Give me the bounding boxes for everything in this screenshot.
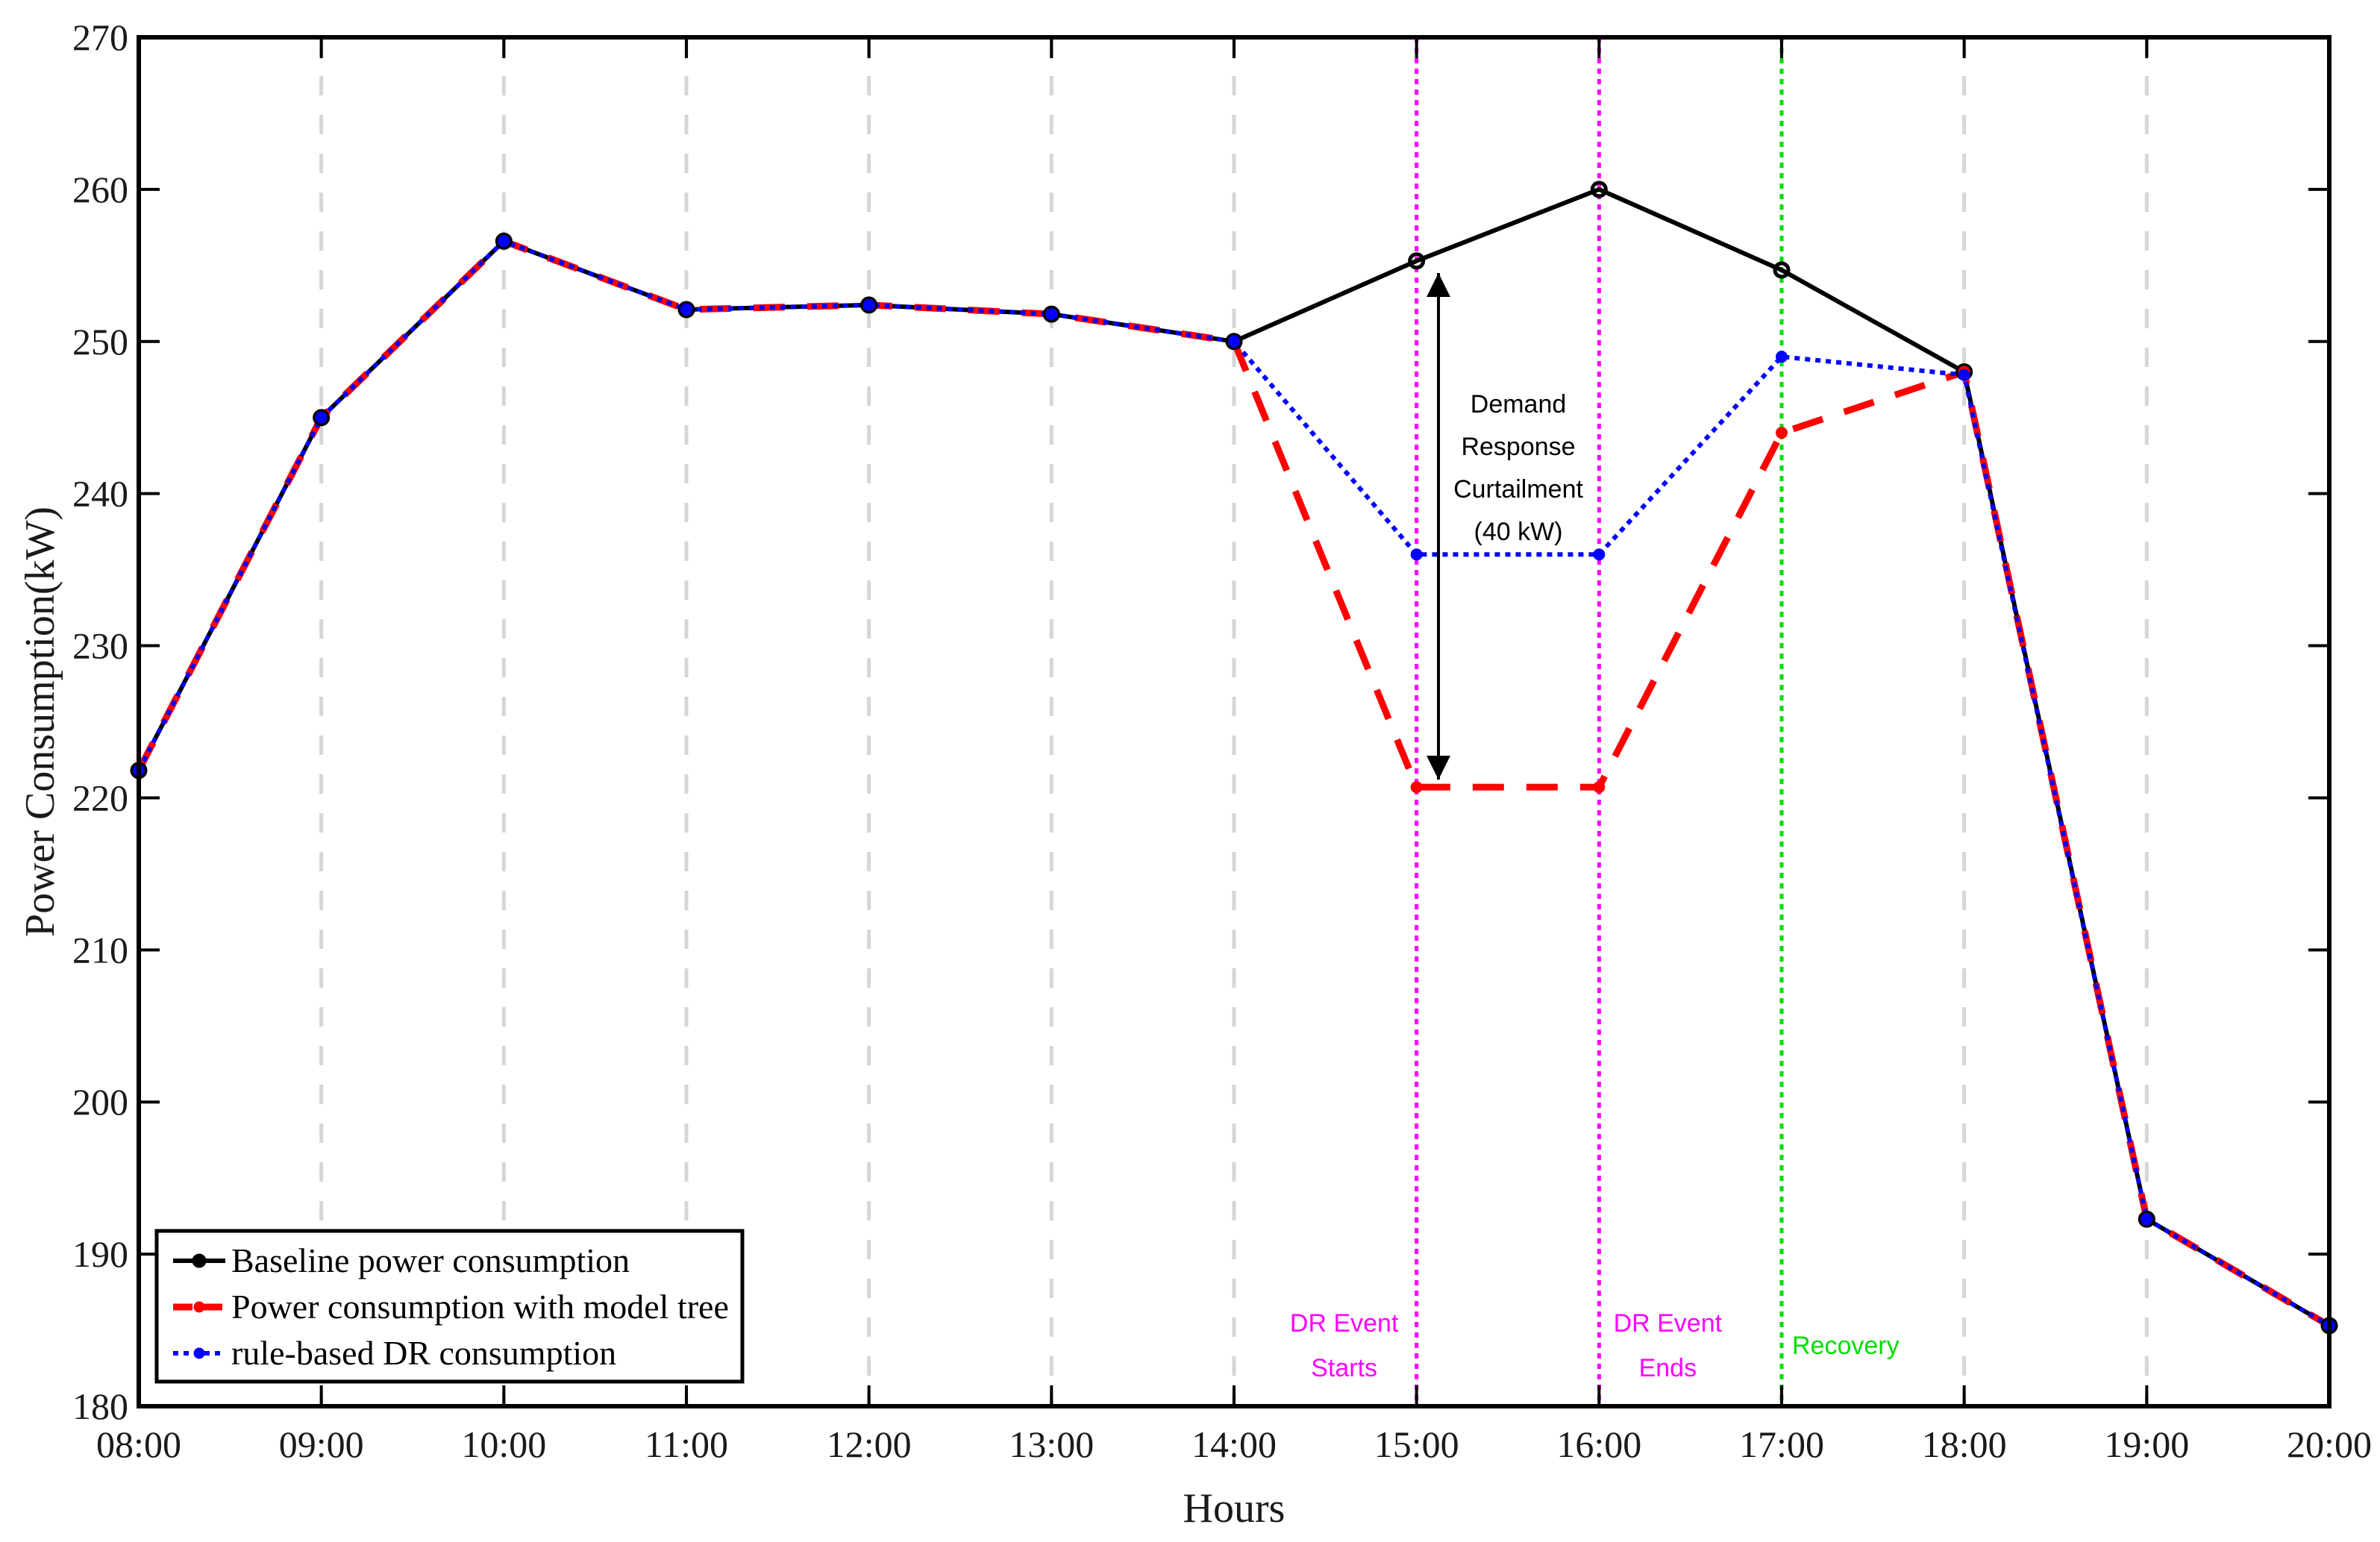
point-baseline-10:00 bbox=[495, 232, 513, 250]
x-tick-label-11:00: 11:00 bbox=[645, 1423, 728, 1465]
point-rule-based-19:00 bbox=[2141, 1213, 2153, 1226]
point-baseline-17:00 bbox=[1773, 261, 1791, 279]
axes-frame bbox=[137, 35, 2332, 1408]
x-tick-label-20:00: 20:00 bbox=[2287, 1423, 2372, 1465]
point-baseline-12:00 bbox=[860, 296, 878, 314]
x-axis-title: Hours bbox=[1183, 1485, 1285, 1532]
legend-box bbox=[154, 1229, 745, 1384]
y-tick-label-270: 270 bbox=[72, 16, 128, 58]
point-baseline-13:00 bbox=[1042, 305, 1060, 323]
event-label-0-line-0: DR Event bbox=[1290, 1309, 1399, 1338]
y-axis-title: Power Consumption(kW) bbox=[17, 507, 63, 937]
point-model-tree-17:00 bbox=[1776, 427, 1788, 439]
y-tick-label-190: 190 bbox=[72, 1233, 128, 1275]
x-tick-label-17:00: 17:00 bbox=[1739, 1423, 1824, 1465]
x-tick-label-12:00: 12:00 bbox=[827, 1423, 912, 1465]
point-rule-based-09:00 bbox=[315, 411, 328, 424]
point-rule-based-14:00 bbox=[1228, 335, 1240, 348]
legend-label-1: Power consumption with model tree bbox=[231, 1288, 729, 1326]
point-rule-based-11:00 bbox=[680, 303, 692, 316]
point-baseline-09:00 bbox=[313, 409, 331, 427]
legend-marker-2 bbox=[193, 1347, 205, 1359]
x-tick-label-13:00: 13:00 bbox=[1009, 1423, 1094, 1465]
x-tick-label-15:00: 15:00 bbox=[1374, 1423, 1459, 1465]
x-tick-label-14:00: 14:00 bbox=[1191, 1423, 1277, 1465]
point-rule-based-16:00 bbox=[1593, 548, 1606, 561]
point-rule-based-12:00 bbox=[862, 298, 875, 311]
curtailment-label-line-0: Demand bbox=[1471, 390, 1567, 419]
curtailment-label-line-2: Curtailment bbox=[1453, 475, 1583, 504]
event-label-1-line-0: DR Event bbox=[1614, 1309, 1723, 1338]
y-tick-label-180: 180 bbox=[72, 1385, 128, 1427]
point-rule-based-13:00 bbox=[1045, 308, 1058, 321]
y-tick-label-260: 260 bbox=[72, 169, 128, 210]
point-rule-based-15:00 bbox=[1410, 548, 1423, 561]
x-tick-label-10:00: 10:00 bbox=[461, 1423, 546, 1465]
point-model-tree-16:00 bbox=[1593, 781, 1606, 794]
legend-label-0: Baseline power consumption bbox=[231, 1241, 630, 1279]
event-label-2-line-0: Recovery bbox=[1792, 1332, 1900, 1360]
point-baseline-15:00 bbox=[1408, 252, 1426, 270]
legend-label-2: rule-based DR consumption bbox=[231, 1334, 616, 1372]
curtailment-label-line-3: (40 kW) bbox=[1474, 518, 1563, 546]
y-tick-label-210: 210 bbox=[72, 929, 128, 971]
y-tick-label-250: 250 bbox=[72, 321, 128, 363]
x-tick-label-08:00: 08:00 bbox=[96, 1423, 181, 1465]
legend-marker-0 bbox=[192, 1253, 207, 1268]
point-baseline-14:00 bbox=[1225, 333, 1243, 351]
x-tick-label-18:00: 18:00 bbox=[1922, 1423, 2007, 1465]
point-rule-based-17:00 bbox=[1776, 351, 1788, 363]
y-tick-label-220: 220 bbox=[72, 777, 128, 818]
x-tick-label-16:00: 16:00 bbox=[1556, 1423, 1641, 1465]
point-baseline-19:00 bbox=[2138, 1210, 2155, 1228]
point-rule-based-10:00 bbox=[498, 235, 510, 248]
point-model-tree-15:00 bbox=[1410, 781, 1423, 794]
x-tick-label-19:00: 19:00 bbox=[2104, 1423, 2189, 1465]
x-tick-label-09:00: 09:00 bbox=[279, 1423, 364, 1465]
y-tick-label-200: 200 bbox=[72, 1081, 128, 1123]
curtailment-label-line-1: Response bbox=[1461, 433, 1575, 461]
event-label-0-line-1: Starts bbox=[1311, 1354, 1377, 1382]
y-tick-label-240: 240 bbox=[72, 473, 128, 515]
event-label-1-line-1: Ends bbox=[1639, 1354, 1697, 1382]
legend-marker-1 bbox=[193, 1301, 205, 1313]
y-tick-label-230: 230 bbox=[72, 625, 128, 667]
point-rule-based-18:00 bbox=[1958, 369, 1970, 381]
point-baseline-11:00 bbox=[677, 301, 695, 319]
point-baseline-16:00 bbox=[1590, 181, 1608, 198]
